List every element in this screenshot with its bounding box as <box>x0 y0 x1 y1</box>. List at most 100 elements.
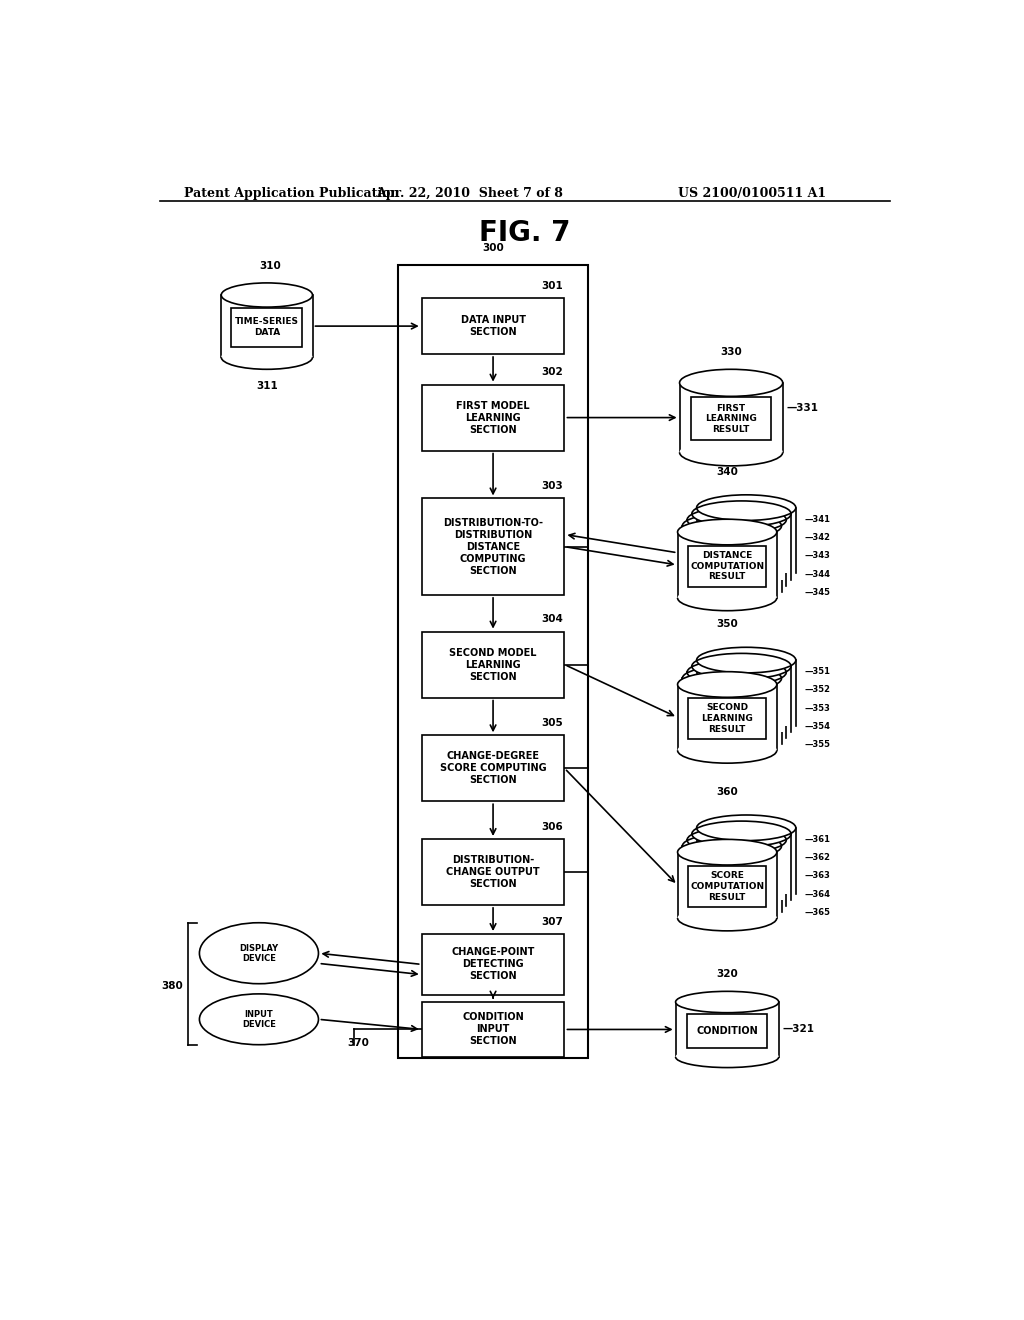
Text: DISTRIBUTION-
CHANGE OUTPUT
SECTION: DISTRIBUTION- CHANGE OUTPUT SECTION <box>446 855 540 888</box>
Bar <box>422 631 564 697</box>
Text: —321: —321 <box>782 1024 815 1035</box>
Bar <box>678 532 777 598</box>
Ellipse shape <box>687 660 786 685</box>
Text: SECOND
LEARNING
RESULT: SECOND LEARNING RESULT <box>701 704 753 734</box>
Text: 310: 310 <box>259 261 281 271</box>
Ellipse shape <box>678 519 777 545</box>
Text: 380: 380 <box>162 981 183 991</box>
Ellipse shape <box>682 665 781 692</box>
Text: 350: 350 <box>717 619 738 630</box>
Bar <box>687 520 786 586</box>
Text: 300: 300 <box>482 243 504 253</box>
Text: 305: 305 <box>541 718 563 729</box>
Text: SCORE
COMPUTATION
RESULT: SCORE COMPUTATION RESULT <box>690 871 764 902</box>
Ellipse shape <box>678 906 777 931</box>
Text: —331: —331 <box>786 403 819 413</box>
Bar <box>692 834 792 900</box>
Ellipse shape <box>692 821 792 846</box>
Bar <box>691 397 771 441</box>
Text: —353: —353 <box>805 704 830 713</box>
Text: —361: —361 <box>805 834 830 843</box>
Text: CHANGE-POINT
DETECTING
SECTION: CHANGE-POINT DETECTING SECTION <box>452 948 535 981</box>
Ellipse shape <box>682 833 781 859</box>
Text: —364: —364 <box>805 890 830 899</box>
Text: —354: —354 <box>805 722 830 731</box>
Ellipse shape <box>696 647 796 673</box>
Text: —341: —341 <box>805 515 830 524</box>
Text: 306: 306 <box>541 822 563 832</box>
Text: INPUT
DEVICE: INPUT DEVICE <box>242 1010 275 1030</box>
Text: FIRST
LEARNING
RESULT: FIRST LEARNING RESULT <box>706 404 757 434</box>
Ellipse shape <box>676 991 778 1012</box>
Text: DATA INPUT
SECTION: DATA INPUT SECTION <box>461 315 525 337</box>
Text: —343: —343 <box>805 552 830 560</box>
Text: —365: —365 <box>805 908 830 917</box>
Ellipse shape <box>221 345 312 370</box>
Text: DISTRIBUTION-TO-
DISTRIBUTION
DISTANCE
COMPUTING
SECTION: DISTRIBUTION-TO- DISTRIBUTION DISTANCE C… <box>443 517 543 576</box>
Text: 360: 360 <box>717 787 738 797</box>
Bar <box>422 384 564 450</box>
Ellipse shape <box>200 923 318 983</box>
Ellipse shape <box>678 840 777 865</box>
Text: TIME-SERIES
DATA: TIME-SERIES DATA <box>234 317 299 337</box>
Text: FIRST MODEL
LEARNING
SECTION: FIRST MODEL LEARNING SECTION <box>457 400 529 434</box>
Ellipse shape <box>678 738 777 763</box>
Text: CONDITION: CONDITION <box>696 1026 758 1035</box>
Bar <box>687 1014 767 1048</box>
Bar <box>231 308 302 347</box>
Bar <box>696 828 796 894</box>
Bar <box>688 866 766 907</box>
Bar <box>422 840 564 906</box>
Ellipse shape <box>676 1047 778 1068</box>
Ellipse shape <box>682 513 781 539</box>
Text: 307: 307 <box>541 917 563 927</box>
Text: —355: —355 <box>805 741 830 750</box>
Bar <box>688 546 766 586</box>
Text: —351: —351 <box>805 667 830 676</box>
Ellipse shape <box>687 507 786 533</box>
Text: FIG. 7: FIG. 7 <box>479 219 570 247</box>
Bar <box>397 265 588 1057</box>
Ellipse shape <box>692 500 792 527</box>
Text: —342: —342 <box>805 533 830 543</box>
Bar <box>422 298 564 354</box>
Text: —363: —363 <box>805 871 830 880</box>
Bar <box>422 935 564 995</box>
Text: —344: —344 <box>805 570 830 578</box>
Bar <box>692 667 792 733</box>
Text: 308: 308 <box>541 985 563 994</box>
Bar <box>692 513 792 579</box>
Text: DISTANCE
COMPUTATION
RESULT: DISTANCE COMPUTATION RESULT <box>690 550 764 582</box>
Text: SECOND MODEL
LEARNING
SECTION: SECOND MODEL LEARNING SECTION <box>450 648 537 681</box>
Text: —352: —352 <box>805 685 830 694</box>
Text: —345: —345 <box>805 587 830 597</box>
Ellipse shape <box>687 828 786 853</box>
Bar <box>687 840 786 906</box>
Ellipse shape <box>696 495 796 520</box>
Text: DISPLAY
DEVICE: DISPLAY DEVICE <box>240 944 279 962</box>
Text: 302: 302 <box>541 367 563 378</box>
Bar <box>682 846 781 912</box>
Bar <box>422 735 564 801</box>
Ellipse shape <box>200 994 318 1044</box>
Text: US 2100/0100511 A1: US 2100/0100511 A1 <box>678 187 826 199</box>
Bar <box>688 698 766 739</box>
Text: Apr. 22, 2010  Sheet 7 of 8: Apr. 22, 2010 Sheet 7 of 8 <box>376 187 562 199</box>
Bar <box>680 383 782 453</box>
Bar <box>221 294 312 358</box>
Text: 303: 303 <box>541 482 563 491</box>
Text: 301: 301 <box>541 281 563 290</box>
Bar <box>678 685 777 750</box>
Bar <box>422 1002 564 1057</box>
Bar <box>676 1002 778 1057</box>
Text: Patent Application Publication: Patent Application Publication <box>183 187 399 199</box>
Ellipse shape <box>678 672 777 697</box>
Bar <box>696 508 796 573</box>
Text: CONDITION
INPUT
SECTION: CONDITION INPUT SECTION <box>462 1012 524 1047</box>
Ellipse shape <box>680 438 782 466</box>
Text: —362: —362 <box>805 853 830 862</box>
Ellipse shape <box>678 585 777 611</box>
Text: 311: 311 <box>256 381 278 392</box>
Ellipse shape <box>221 282 312 308</box>
Text: 320: 320 <box>717 969 738 979</box>
